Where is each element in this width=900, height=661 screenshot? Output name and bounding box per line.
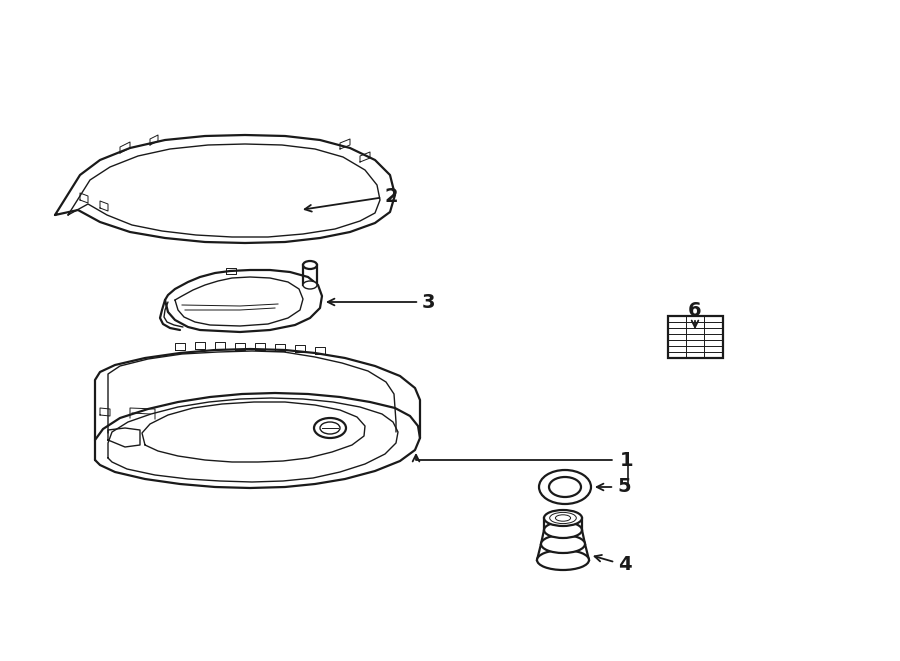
Ellipse shape xyxy=(303,261,317,269)
Text: 1: 1 xyxy=(620,451,634,469)
Ellipse shape xyxy=(320,422,340,434)
Ellipse shape xyxy=(303,281,317,289)
Text: 5: 5 xyxy=(597,477,631,496)
Text: 6: 6 xyxy=(688,301,702,319)
Ellipse shape xyxy=(555,515,571,522)
Text: 3: 3 xyxy=(328,293,436,311)
Text: 4: 4 xyxy=(595,555,632,574)
Ellipse shape xyxy=(314,418,346,438)
Ellipse shape xyxy=(550,512,576,524)
Bar xyxy=(668,316,723,358)
Ellipse shape xyxy=(537,550,589,570)
Ellipse shape xyxy=(539,470,591,504)
Ellipse shape xyxy=(544,522,582,538)
Text: 2: 2 xyxy=(305,186,399,212)
Ellipse shape xyxy=(541,535,585,553)
Ellipse shape xyxy=(544,510,582,526)
Ellipse shape xyxy=(549,477,581,497)
